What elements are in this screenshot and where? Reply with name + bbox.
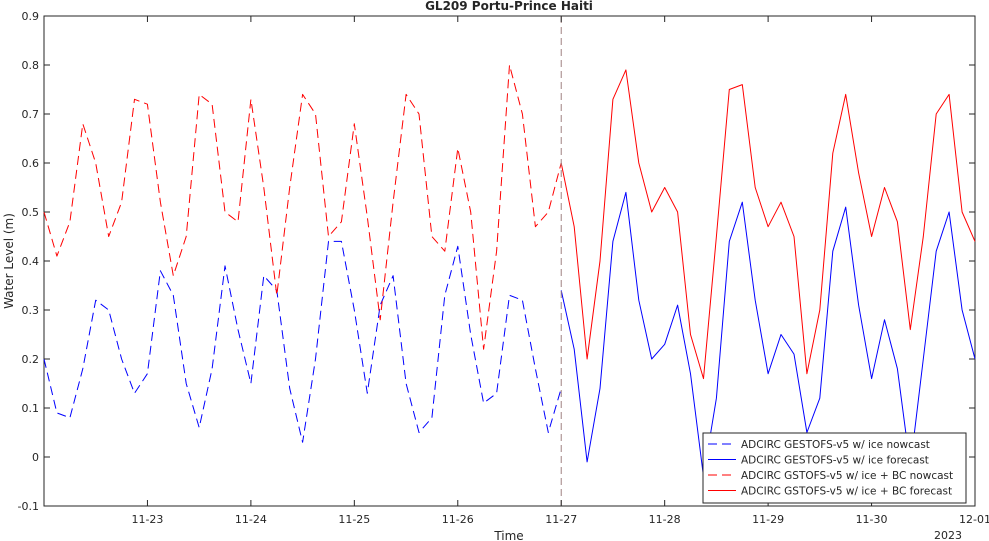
chart-legend: ADCIRC GESTOFS-v5 w/ ice nowcast ADCIRC G… — [702, 432, 967, 504]
y-tick-label: 0.1 — [22, 402, 40, 415]
x-tick-label: 11-23 — [131, 513, 163, 526]
legend-entry: ADCIRC GSTOFS-v5 w/ ice + BC nowcast — [741, 470, 953, 482]
legend-box — [702, 432, 967, 504]
x-axis-title: Time — [493, 529, 523, 541]
legend-entry: ADCIRC GESTOFS-v5 w/ ice nowcast — [741, 439, 930, 451]
y-tick-label: 0.8 — [22, 59, 40, 72]
x-tick-label: 11-30 — [856, 513, 888, 526]
x-axis: 11-23 11-24 11-25 11-26 11-27 11-28 11-29 11-30… — [131, 16, 989, 526]
series-line — [43, 64, 562, 350]
y-tick-label: 0.3 — [22, 304, 40, 317]
x-axis-year-label: 2023 — [934, 529, 962, 541]
x-tick-label: 11-28 — [649, 513, 681, 526]
y-tick-label: 0.6 — [22, 157, 40, 170]
series-line — [43, 240, 562, 443]
series-line — [560, 69, 976, 380]
x-tick-label: 11-24 — [235, 513, 267, 526]
x-tick-label: 11-29 — [752, 513, 784, 526]
y-axis: -0.1 0 0.1 0.2 0.3 0.4 0.5 0.6 0.7 0.8 0.9 — [18, 10, 975, 513]
x-tick-label: 12-01 — [959, 513, 989, 526]
y-tick-label: 0.7 — [22, 108, 40, 121]
y-tick-label: 0.5 — [22, 206, 40, 219]
y-tick-label: -0.1 — [18, 500, 39, 513]
x-tick-label: 11-25 — [338, 513, 370, 526]
x-tick-label: 11-26 — [442, 513, 474, 526]
y-tick-label: 0.9 — [22, 10, 40, 23]
legend-entry: ADCIRC GSTOFS-v5 w/ ice + BC forecast — [741, 486, 952, 498]
x-tick-label: 11-27 — [545, 513, 577, 526]
y-tick-label: 0 — [32, 451, 39, 464]
chart-title: GL209 Portu-Prince Haiti — [425, 0, 593, 13]
y-tick-label: 0.4 — [22, 255, 40, 268]
y-tick-label: 0.2 — [22, 353, 40, 366]
legend-entry: ADCIRC GESTOFS-v5 w/ ice forecast — [741, 455, 929, 467]
y-axis-title: Water Level (m) — [2, 213, 16, 309]
